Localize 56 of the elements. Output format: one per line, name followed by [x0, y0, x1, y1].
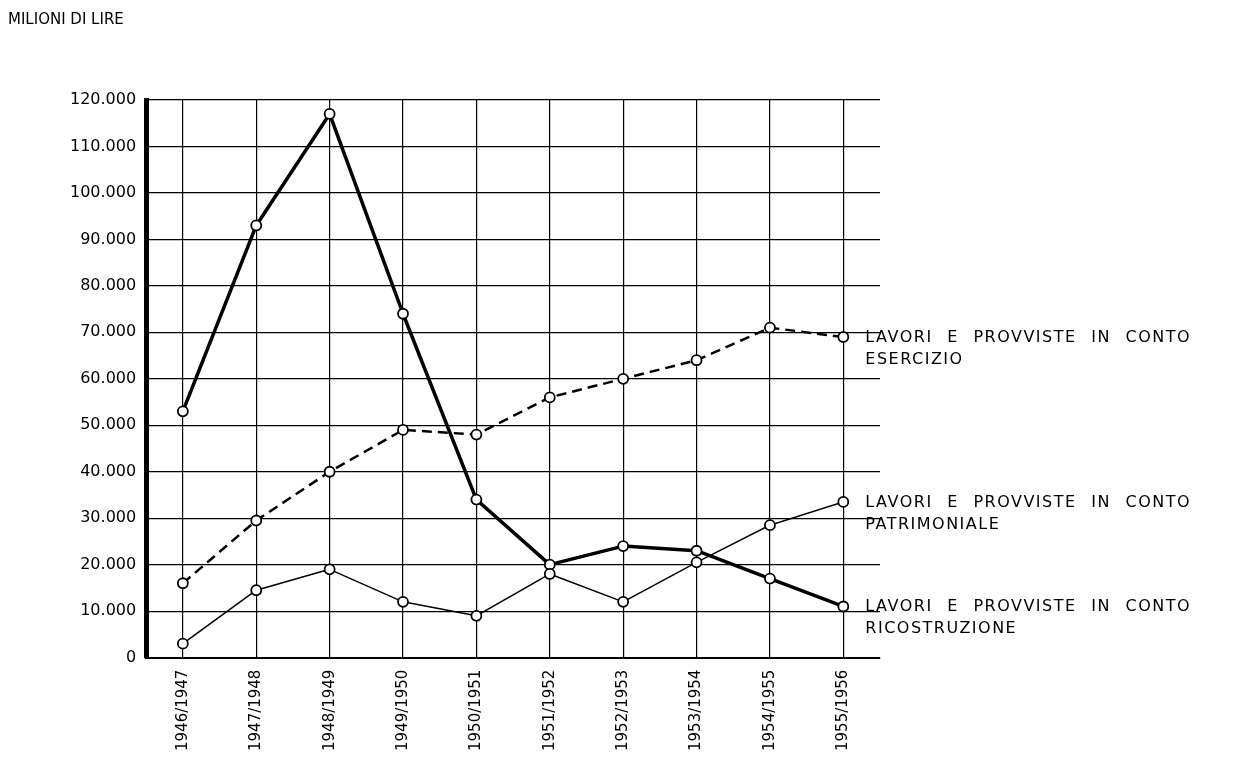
point: [764, 572, 776, 585]
point: [764, 519, 776, 532]
point: [837, 331, 850, 343]
point: [543, 391, 556, 404]
y-tick-label: 20.000: [80, 553, 137, 573]
point: [470, 428, 483, 441]
point: [690, 354, 703, 367]
point: [176, 637, 189, 650]
x-tick-label: 1955/1956: [833, 669, 852, 751]
y-tick-label: 60.000: [80, 367, 137, 387]
y-tick-label: 0: [125, 646, 137, 666]
y-tick-label: 80.000: [80, 275, 137, 295]
point: [764, 321, 776, 334]
point: [323, 465, 336, 478]
point: [397, 424, 409, 436]
x-tick-label: 1946/1947: [172, 669, 191, 751]
point: [837, 600, 850, 613]
y-axis-title: MILIONI DI LIRE: [8, 10, 124, 28]
y-tick-label: 70.000: [80, 321, 137, 341]
x-tick-label: 1948/1949: [319, 669, 338, 751]
point: [323, 108, 336, 120]
point: [690, 556, 703, 569]
point: [250, 514, 263, 527]
point: [543, 568, 556, 580]
y-tick-label: 100.000: [69, 182, 137, 202]
point: [323, 563, 336, 576]
point: [470, 493, 483, 506]
x-tick-label: 1947/1948: [246, 669, 265, 751]
point: [617, 540, 630, 552]
series-label: LAVORI E PROVVISTE IN CONTO RICOSTRUZIONE: [865, 595, 1193, 640]
x-tick-label: 1952/1953: [613, 669, 632, 751]
y-tick-label: 30.000: [80, 507, 137, 527]
y-tick-label: 110.000: [69, 135, 137, 155]
x-tick-label: 1951/1952: [539, 669, 558, 751]
x-tick-label: 1949/1950: [392, 669, 411, 751]
point: [176, 405, 189, 418]
series-label: LAVORI E PROVVISTE IN CONTO PATRIMONIALE: [865, 490, 1193, 535]
point: [617, 372, 630, 385]
point: [837, 496, 850, 508]
point: [617, 595, 630, 608]
point: [176, 577, 189, 590]
point: [397, 307, 409, 320]
y-tick-label: 40.000: [80, 460, 137, 480]
point: [690, 544, 703, 557]
point: [397, 595, 409, 608]
series-label: LAVORI E PROVVISTE IN CONTO ESERCIZIO: [865, 325, 1193, 370]
x-tick-label: 1953/1954: [686, 669, 705, 751]
y-tick-label: 10.000: [80, 600, 137, 620]
y-tick-label: 50.000: [80, 414, 137, 434]
y-tick-label: 90.000: [80, 228, 137, 248]
point: [250, 219, 263, 232]
x-tick-label: 1950/1951: [466, 669, 485, 751]
point: [250, 584, 263, 597]
point: [470, 609, 483, 622]
x-tick-label: 1954/1955: [759, 669, 778, 751]
y-tick-label: 120.000: [69, 89, 137, 109]
